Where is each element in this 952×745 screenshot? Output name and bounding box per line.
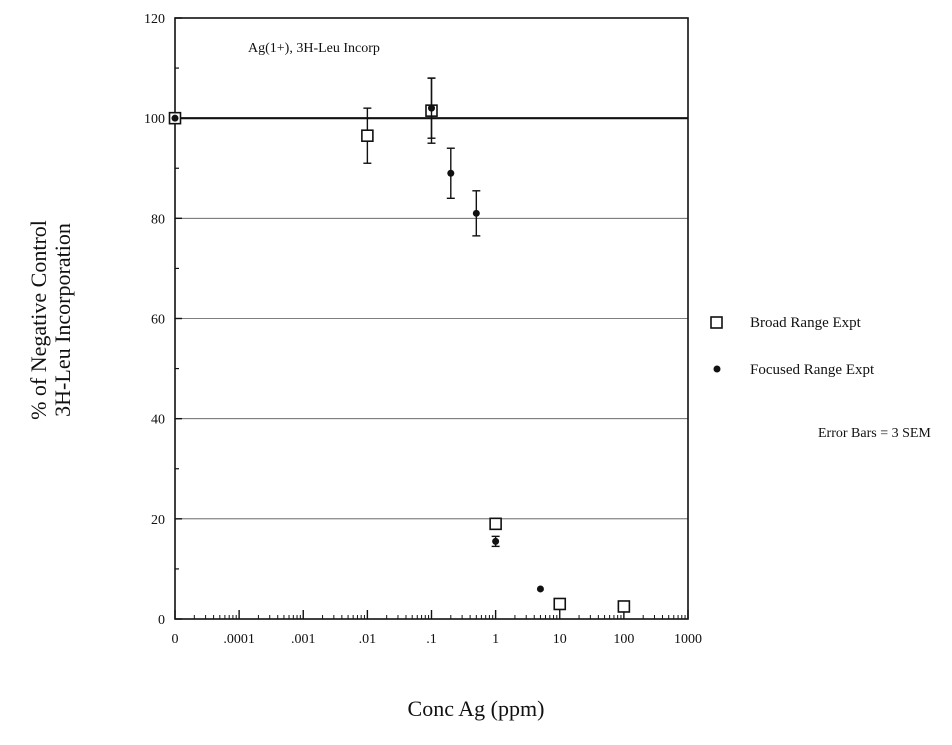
x-axis-title: Conc Ag (ppm): [408, 696, 545, 721]
y-tick-label: 80: [151, 212, 165, 227]
point-broad-range: [553, 597, 567, 611]
point-focused-range: [171, 114, 179, 122]
y-axis-title-line-1: % of Negative Control: [26, 220, 51, 420]
point-broad-range: [489, 517, 502, 531]
x-tick-label: 10: [553, 632, 567, 647]
x-tick-label: 1000: [674, 632, 702, 647]
point-focused-range: [536, 585, 544, 593]
point-focused-range: [447, 169, 455, 177]
y-tick-label: 120: [144, 12, 165, 27]
chart-annotation: Ag(1+), 3H-Leu Incorp: [248, 41, 380, 56]
y-tick-label: 40: [151, 413, 165, 428]
x-axis-ticks: 0 .0001 .001 .01 .1 1 10 100 1000: [172, 610, 702, 647]
y-tick-label: 20: [151, 513, 165, 528]
legend-label-broad: Broad Range Expt: [750, 315, 862, 331]
y-axis-title-line-2: 3H-Leu Incorporation: [50, 223, 75, 417]
point-broad-range: [361, 129, 374, 142]
y-tick-label: 0: [158, 613, 165, 628]
point-focused-range: [472, 209, 480, 217]
x-tick-label: 100: [613, 632, 634, 647]
grid-lines: [175, 117, 688, 520]
y-tick-label: 100: [144, 112, 165, 127]
legend-marker-focused: [713, 365, 721, 373]
point-focused-range: [492, 537, 500, 545]
legend-label-focused: Focused Range Expt: [750, 362, 875, 378]
error-bars-note: Error Bars = 3 SEM: [818, 426, 931, 441]
legend-marker-broad: [710, 316, 723, 329]
x-tick-label: .001: [291, 632, 316, 647]
point-focused-range: [428, 104, 435, 112]
y-tick-label: 60: [151, 313, 165, 328]
x-tick-label: .1: [426, 632, 437, 647]
y-axis-ticks: 0 20 40 60 80 100 120: [144, 12, 182, 628]
legend: Broad Range Expt Focused Range Expt: [710, 315, 875, 378]
x-tick-label: .01: [359, 632, 377, 647]
x-tick-label: 1: [492, 632, 499, 647]
y-axis-title: % of Negative Control 3H-Leu Incorporati…: [26, 220, 75, 420]
point-broad-range: [617, 600, 631, 613]
data-points: [168, 77, 631, 613]
x-tick-label: 0: [172, 632, 179, 647]
x-tick-label: .0001: [223, 632, 255, 647]
